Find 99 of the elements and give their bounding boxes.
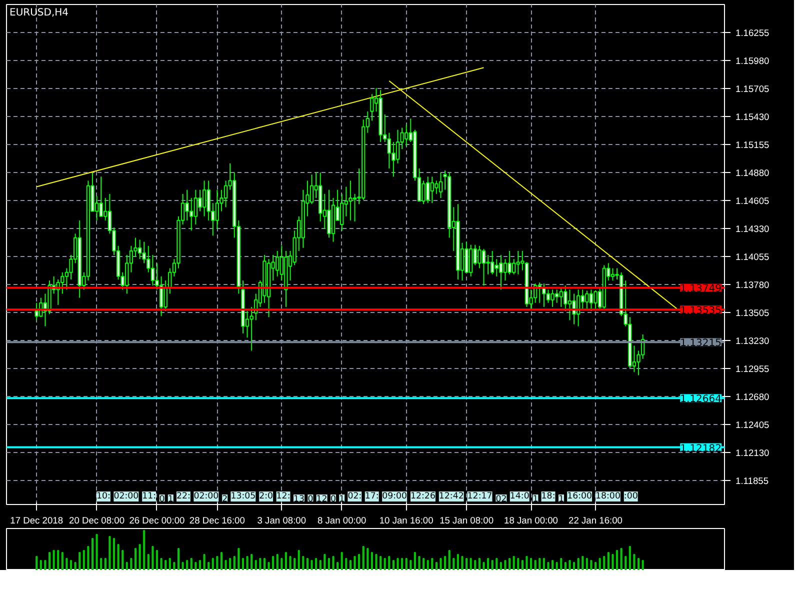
annotation: 09:00	[382, 492, 408, 502]
candlestick	[164, 280, 168, 312]
candlestick	[34, 302, 38, 321]
y-tick-label: 1.14880	[736, 168, 770, 178]
candlestick	[438, 172, 443, 198]
annotation: 12:26	[410, 492, 436, 502]
annotation: 16:00	[567, 492, 592, 502]
y-tick-label: 1.13505	[736, 308, 770, 318]
y-tick-label: 1.14605	[736, 196, 770, 206]
y-tick-label: 1.12405	[736, 420, 770, 430]
candlestick	[464, 241, 468, 273]
candlestick	[310, 174, 314, 205]
annotation: 12:42	[438, 492, 464, 502]
ref-line-label: 1.12182	[680, 443, 722, 454]
candlestick	[125, 254, 129, 294]
candlestick	[594, 290, 598, 310]
candlestick	[185, 189, 189, 221]
annotation: 02:00	[114, 492, 139, 502]
ref-line-label: 1.13535	[680, 305, 722, 316]
candlestick	[327, 189, 331, 238]
annotation: 22:	[176, 492, 190, 502]
candlestick	[206, 180, 210, 221]
x-tick-label: 10 Jan 16:00	[379, 516, 434, 526]
candlestick	[554, 289, 559, 304]
ref-line-label: 1.13749	[680, 284, 722, 295]
candlestick	[194, 189, 198, 225]
candlestick	[482, 248, 486, 286]
candlestick	[585, 290, 589, 310]
annotation: 14:0	[510, 492, 530, 502]
y-tick-label: 1.15980	[736, 56, 770, 66]
y-tick-label: 1.15430	[736, 112, 770, 122]
annotation: 0	[159, 494, 165, 504]
candlestick	[60, 272, 64, 294]
y-tick-label: 1.13230	[736, 336, 770, 346]
candlestick	[224, 180, 228, 208]
y-tick-label: 1.15155	[736, 140, 770, 150]
x-tick-label: 22 Jan 16:00	[568, 516, 622, 526]
x-tick-label: 3 Jan 08:00	[257, 516, 306, 526]
annotation: 0	[308, 494, 314, 504]
y-tick-label: 1.12955	[736, 364, 770, 374]
candlestick	[434, 180, 438, 194]
x-tick-label: 26 Dec 00:00	[129, 516, 185, 526]
annotation: 13:05	[230, 492, 256, 502]
annotation: 12	[316, 494, 328, 504]
candlestick	[422, 180, 426, 205]
candlestick	[508, 250, 512, 275]
annotation: 18:	[541, 492, 556, 502]
x-tick-label: 15 Jan 08:00	[440, 516, 494, 526]
annotation: 1	[532, 494, 538, 504]
x-tick-label: 18 Jan 00:00	[504, 516, 558, 526]
candlestick	[499, 254, 503, 290]
candlestick	[589, 289, 594, 312]
x-tick-label: 17 Dec 2018	[10, 516, 64, 526]
annotation: 0	[330, 494, 336, 504]
candlestick	[250, 306, 254, 352]
annotation: 1	[339, 494, 345, 504]
y-tick-label: 1.13780	[736, 280, 770, 290]
y-tick-label: 1.11855	[736, 476, 769, 486]
chart-title: EURUSD,H4	[10, 8, 69, 18]
candlestick	[550, 289, 554, 308]
candlestick	[512, 258, 516, 275]
annotation: 02	[496, 494, 507, 504]
annotation: 12:	[276, 492, 290, 502]
y-tick-label: 1.12680	[736, 392, 770, 402]
annotation: 2:0	[259, 492, 274, 502]
candlestick	[503, 258, 508, 281]
candlestick	[99, 176, 103, 217]
candlestick	[396, 129, 400, 164]
y-tick-label: 1.15705	[736, 84, 770, 94]
annotation: 13	[294, 494, 305, 504]
candlestick	[486, 254, 490, 275]
y-tick-label: 1.14330	[736, 224, 770, 234]
candlestick	[150, 254, 155, 286]
candlestick	[546, 289, 550, 304]
candlestick	[568, 289, 572, 321]
candlestick	[215, 189, 220, 230]
y-tick-label: 1.12130	[736, 448, 770, 458]
annotation: 10:	[96, 492, 110, 502]
candlestick	[610, 268, 615, 281]
x-tick-label: 8 Jan 00:00	[317, 516, 366, 526]
annotation: 1	[558, 494, 564, 504]
annotation: 12:17	[467, 492, 492, 502]
annotation: 17:	[364, 492, 379, 502]
x-tick-label: 28 Dec 16:00	[189, 516, 245, 526]
y-tick-label: 1.14055	[736, 252, 770, 262]
annotation: :00	[624, 492, 638, 502]
candlestick	[572, 293, 576, 325]
annotation: 2	[222, 494, 228, 504]
x-tick-label: 20 Dec 08:00	[69, 516, 125, 526]
annotation: 11:	[142, 492, 156, 502]
annotation: 18:00	[596, 492, 620, 502]
candlestick	[348, 180, 352, 221]
y-tick-label: 1.16255	[736, 28, 770, 38]
annotation: 02:	[348, 492, 362, 502]
candlestick	[352, 193, 357, 222]
annotation: 1	[168, 494, 174, 504]
candlestick	[202, 180, 206, 217]
annotation: 02:00	[194, 492, 219, 502]
candlestick	[138, 239, 142, 260]
